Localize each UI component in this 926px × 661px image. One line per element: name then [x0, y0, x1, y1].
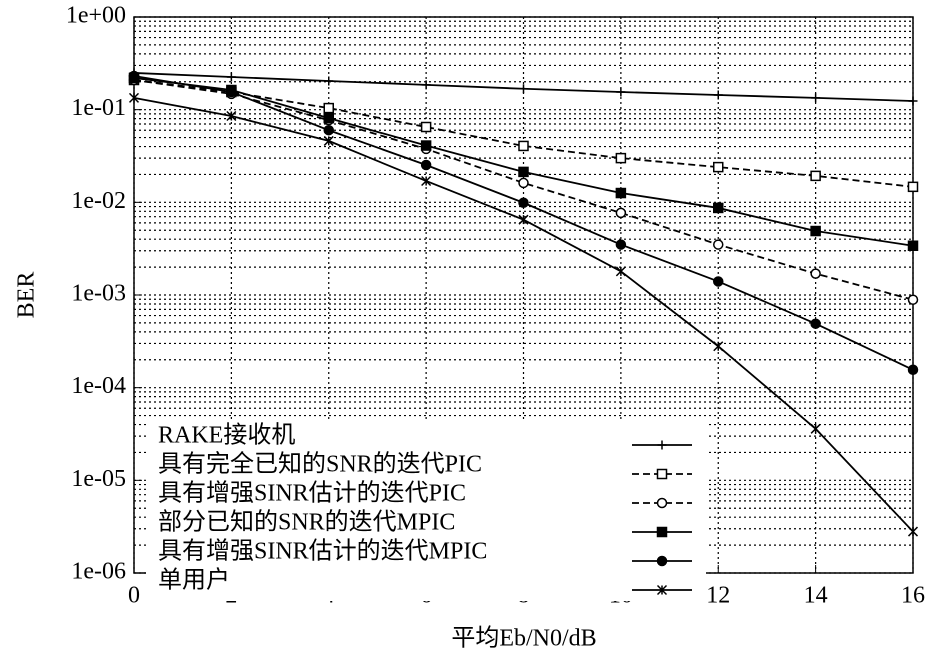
marker [656, 468, 668, 480]
legend-label: RAKE接收机 [158, 422, 295, 449]
x-tick-label: 14 [804, 583, 828, 609]
marker [810, 225, 821, 237]
marker [518, 177, 529, 189]
y-axis-label: BER [14, 272, 40, 319]
marker [908, 96, 918, 106]
marker [615, 266, 626, 277]
marker [421, 175, 432, 187]
marker [519, 84, 528, 94]
marker [907, 294, 919, 305]
y-tick-label: 1e-04 [71, 373, 126, 399]
marker [128, 70, 140, 82]
marker [128, 92, 140, 103]
marker [713, 202, 724, 214]
x-tick-label: 0 [128, 583, 140, 609]
marker [420, 121, 432, 133]
legend-label: 单用户 [158, 567, 230, 594]
marker [616, 87, 626, 97]
marker [615, 152, 627, 164]
marker [323, 124, 334, 136]
legend-label: 具有完全已知的SNR的迭代PIC [158, 451, 482, 478]
marker [656, 526, 668, 538]
marker [907, 364, 919, 376]
x-tick-label: 16 [901, 583, 925, 609]
marker [810, 423, 821, 434]
marker [907, 526, 919, 537]
marker [421, 80, 431, 90]
marker [811, 93, 821, 103]
marker [713, 239, 724, 250]
marker [615, 187, 627, 199]
legend-box [146, 421, 706, 601]
legend-label: 具有增强SINR估计的迭代MPIC [158, 538, 487, 565]
marker [713, 276, 724, 287]
marker [518, 140, 529, 152]
marker [518, 214, 529, 225]
marker [810, 268, 821, 279]
marker [324, 76, 334, 86]
marker [615, 207, 627, 219]
marker [518, 166, 529, 178]
marker [810, 170, 821, 182]
marker [518, 197, 529, 208]
marker [713, 90, 723, 100]
marker [656, 555, 668, 567]
marker [656, 584, 668, 596]
y-tick-label: 1e-05 [71, 466, 126, 492]
y-tick-label: 1e-02 [71, 188, 126, 214]
marker [420, 140, 432, 151]
x-tick-label: 12 [706, 583, 730, 609]
legend-label: 具有增强SINR估计的迭代PIC [158, 480, 466, 507]
marker [713, 341, 724, 352]
marker [713, 161, 724, 173]
marker [323, 102, 334, 114]
marker [657, 440, 667, 450]
marker [226, 110, 237, 122]
y-tick-label: 1e-06 [71, 559, 126, 585]
marker [323, 135, 334, 146]
marker [907, 240, 919, 251]
legend: RAKE接收机具有完全已知的SNR的迭代PIC具有增强SINR估计的迭代PIC部… [146, 421, 706, 601]
marker [615, 239, 627, 250]
marker [656, 497, 668, 509]
legend-label: 部分已知的SNR的迭代MPIC [158, 509, 455, 536]
y-tick-label: 1e-01 [71, 95, 126, 121]
marker [226, 72, 236, 82]
marker [420, 159, 432, 171]
y-tick-label: 1e+00 [66, 3, 126, 29]
series-line [133, 79, 914, 301]
marker [323, 112, 334, 124]
x-axis-label: 平均Eb/N0/dB [451, 625, 596, 652]
y-tick-label: 1e-03 [71, 281, 126, 307]
marker [226, 86, 237, 98]
marker [907, 181, 919, 193]
marker [810, 318, 821, 329]
